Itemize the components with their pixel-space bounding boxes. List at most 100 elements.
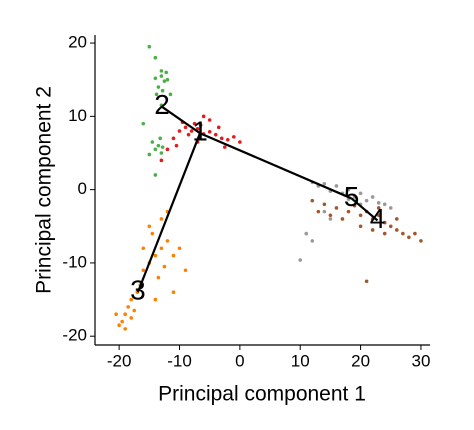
point — [395, 217, 399, 221]
point — [154, 92, 159, 97]
point — [395, 228, 399, 232]
trajectory-edge — [136, 132, 202, 293]
point — [232, 135, 236, 139]
point — [201, 114, 206, 119]
point — [322, 209, 327, 214]
trajectory-edge — [350, 197, 379, 222]
point — [156, 143, 161, 148]
point — [114, 312, 118, 317]
point — [334, 206, 339, 210]
point — [153, 147, 158, 152]
point — [153, 297, 158, 302]
point — [216, 125, 221, 130]
point — [158, 136, 162, 141]
point — [364, 279, 369, 284]
point — [132, 308, 137, 313]
point — [168, 92, 173, 97]
point — [352, 203, 357, 208]
point — [141, 246, 146, 251]
point — [153, 55, 158, 60]
point — [322, 181, 327, 186]
point — [177, 246, 182, 251]
point — [162, 79, 167, 83]
point — [159, 217, 164, 221]
point — [147, 44, 152, 49]
point — [177, 129, 182, 133]
point — [164, 70, 169, 75]
point — [141, 121, 146, 126]
y-tick-label: -20 — [62, 326, 87, 345]
point — [358, 213, 363, 218]
point — [156, 275, 161, 280]
x-tick-label: 0 — [235, 351, 244, 370]
x-tick-label: 30 — [411, 351, 430, 370]
y-tick-label: 10 — [68, 106, 87, 125]
point — [159, 74, 164, 78]
point — [358, 224, 363, 229]
point — [129, 297, 134, 302]
point — [310, 239, 315, 243]
point — [388, 224, 393, 229]
point — [183, 268, 188, 273]
point — [213, 132, 218, 137]
point — [160, 145, 165, 149]
x-axis-title: Principal component 1 — [158, 383, 366, 406]
node-label: 5 — [344, 181, 360, 212]
point — [159, 69, 164, 73]
point — [117, 323, 121, 328]
x-tick-label: -20 — [107, 351, 132, 370]
y-tick-label: 0 — [78, 179, 87, 198]
point — [382, 202, 387, 207]
point — [150, 140, 155, 144]
point — [160, 88, 165, 93]
point — [156, 85, 161, 89]
point — [238, 140, 242, 144]
point — [159, 151, 164, 155]
y-tick-label: 20 — [68, 33, 87, 52]
point — [413, 231, 417, 236]
point — [222, 145, 227, 149]
point — [352, 195, 357, 199]
point — [370, 195, 375, 199]
point — [364, 198, 369, 203]
point — [174, 143, 179, 148]
point — [207, 129, 212, 134]
y-axis-title: Principal component 2 — [33, 86, 56, 294]
point — [120, 319, 124, 324]
x-tick-label: -10 — [167, 351, 192, 370]
point — [407, 235, 411, 240]
point — [328, 217, 333, 221]
point — [328, 213, 333, 218]
point — [322, 202, 327, 207]
node-label: 1 — [192, 116, 208, 147]
point — [334, 184, 339, 188]
point — [192, 121, 197, 126]
point — [153, 173, 158, 177]
point — [159, 103, 164, 108]
point — [376, 201, 381, 205]
point — [358, 191, 363, 196]
point — [298, 258, 303, 262]
point — [225, 137, 230, 142]
point — [159, 158, 164, 163]
point — [419, 239, 423, 243]
point — [123, 312, 127, 317]
point — [171, 290, 176, 295]
point — [376, 213, 381, 218]
point — [346, 209, 351, 214]
point — [147, 224, 152, 229]
node-label: 4 — [370, 203, 386, 234]
point — [189, 129, 194, 133]
point — [219, 136, 224, 141]
point — [340, 217, 345, 221]
point — [165, 147, 170, 152]
point — [162, 264, 167, 269]
point — [376, 206, 381, 210]
point — [153, 76, 158, 81]
point — [126, 305, 130, 309]
point — [198, 123, 203, 127]
point — [171, 253, 176, 258]
point — [388, 206, 393, 210]
point — [123, 327, 127, 331]
